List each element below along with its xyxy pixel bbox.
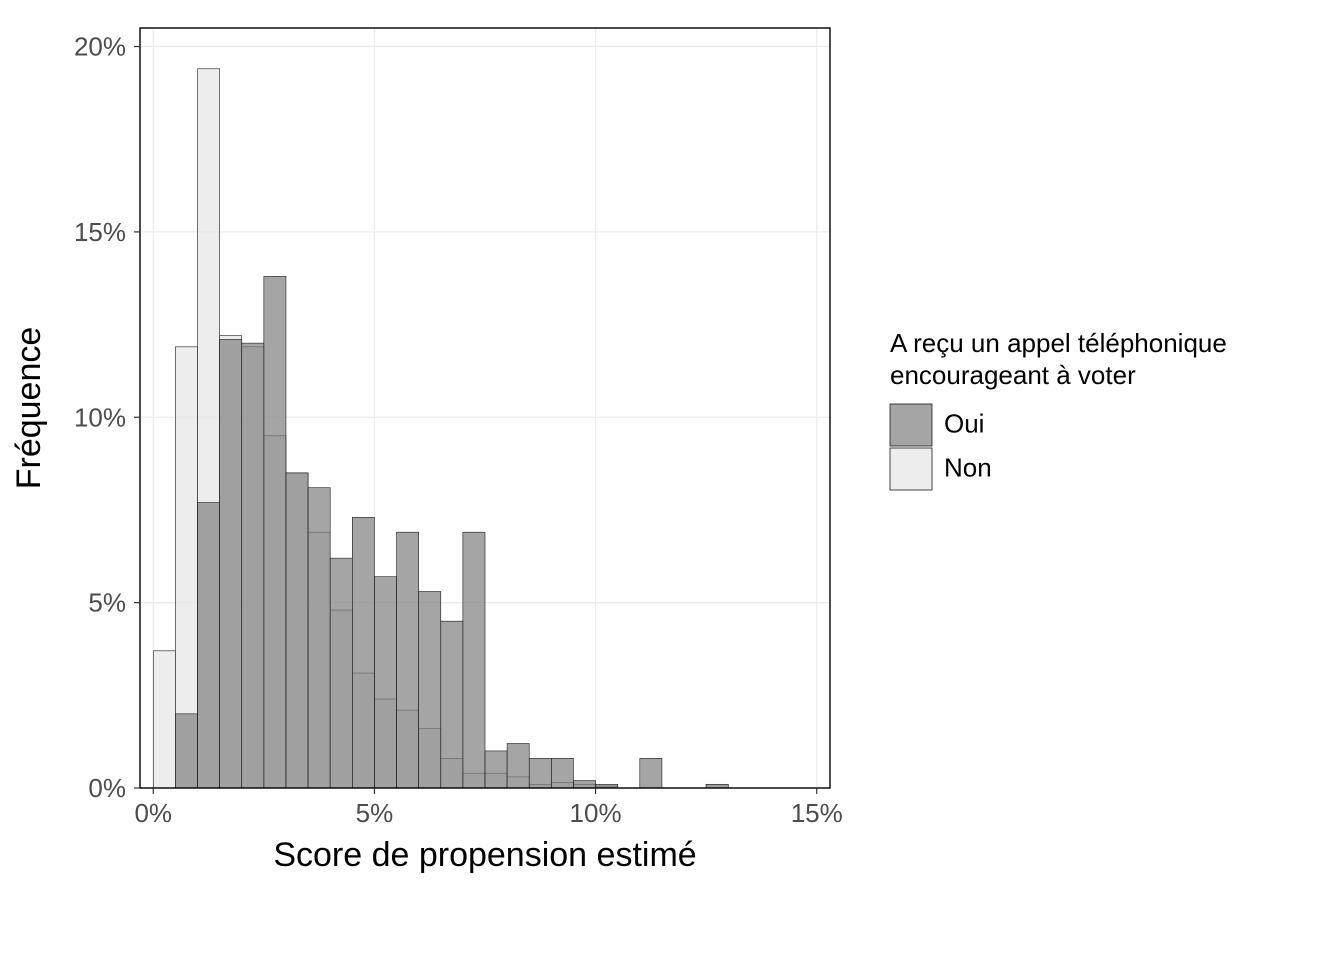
bar-oui [640, 758, 662, 788]
bar-oui [286, 473, 308, 788]
bar-oui [551, 758, 573, 788]
x-tick-label: 0% [134, 798, 172, 828]
bar-oui [308, 488, 330, 788]
bar-oui [529, 758, 551, 788]
y-axis-title: Fréquence [10, 327, 48, 490]
legend-label-oui: Oui [944, 409, 984, 439]
bar-oui [419, 592, 441, 788]
bar-oui [198, 503, 220, 788]
propensity-histogram: 0% 5% 10% 15% 0% 5% 10% 15% 20% Score de propensi… [0, 0, 1344, 960]
bar-oui [220, 339, 242, 788]
legend: A reçu un appel téléphoniqueencourageant… [890, 328, 1227, 490]
bar-oui [485, 751, 507, 788]
bar-oui [573, 781, 595, 788]
bar-oui [352, 517, 374, 788]
y-tick-label: 10% [74, 402, 126, 432]
legend-swatch-oui [890, 404, 932, 446]
y-tick-label: 20% [74, 32, 126, 62]
bar-oui [264, 276, 286, 788]
y-tick-label: 15% [74, 217, 126, 247]
bar-oui [397, 532, 419, 788]
bar-oui [330, 558, 352, 788]
bar-oui [463, 532, 485, 788]
bar-oui [175, 714, 197, 788]
y-tick-label: 0% [88, 773, 126, 803]
legend-title-line: encourageant à voter [890, 360, 1136, 390]
bar-oui [374, 577, 396, 788]
bar-oui [441, 621, 463, 788]
bar-oui [242, 343, 264, 788]
x-tick-label: 10% [570, 798, 622, 828]
bar-oui [507, 744, 529, 788]
x-axis-title: Score de propension estimé [273, 836, 696, 874]
bar-non [153, 651, 175, 788]
x-tick-label: 5% [356, 798, 394, 828]
legend-swatch-non [890, 448, 932, 490]
y-tick-label: 5% [88, 588, 126, 618]
legend-title-line: A reçu un appel téléphonique [890, 328, 1227, 358]
legend-label-non: Non [944, 453, 992, 483]
x-tick-label: 15% [791, 798, 843, 828]
